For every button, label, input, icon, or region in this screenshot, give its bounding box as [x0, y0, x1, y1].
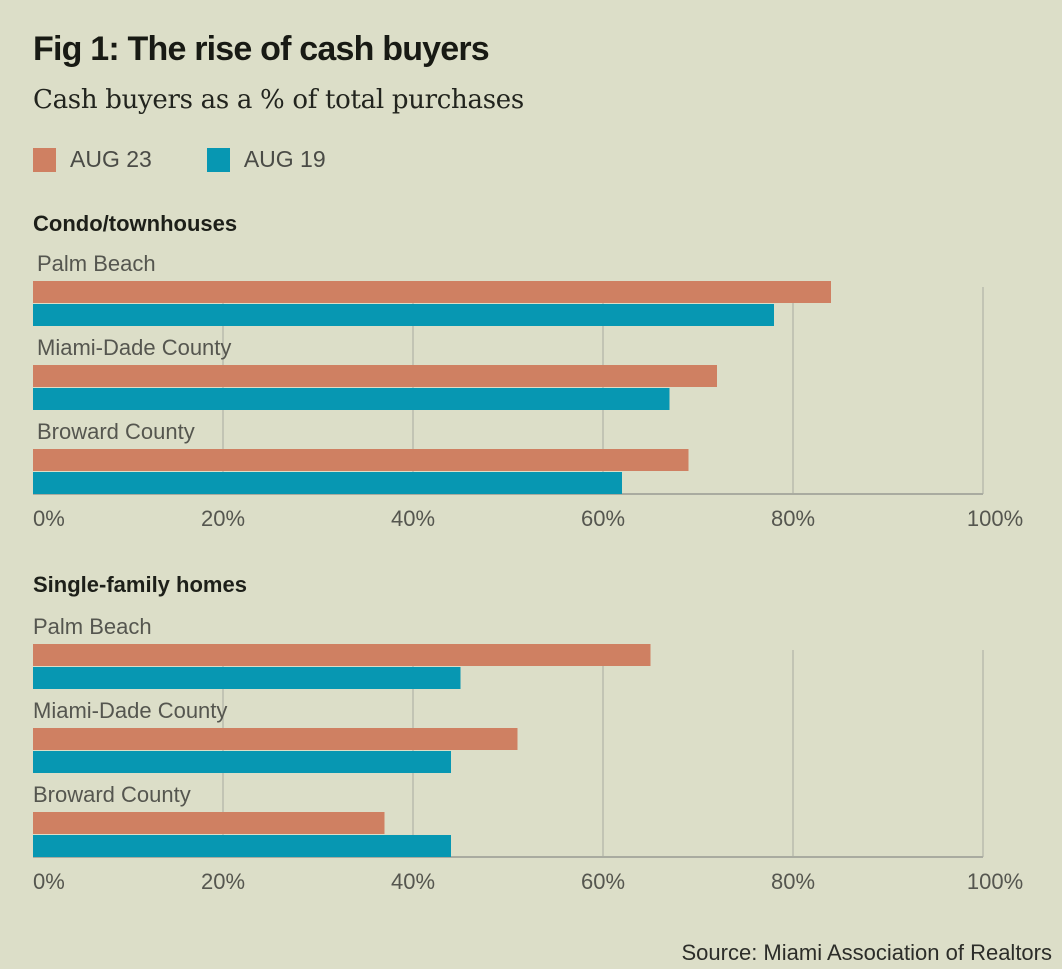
x-tick-label: 80% [771, 869, 815, 894]
x-tick-label: 20% [201, 506, 245, 531]
condo-bar-chart: 0% 20% 40% 60% 80% 100% Palm Beach Miami-Dade C… [33, 251, 1023, 531]
category-label-broward-county: Broward County [37, 419, 195, 444]
x-tick-label: 40% [391, 869, 435, 894]
x-tick-label: 40% [391, 506, 435, 531]
legend-label: AUG 19 [243, 146, 326, 172]
bar-miami-dade-county-aug-19 [33, 751, 451, 773]
legend: AUG 23 AUG 19 [33, 146, 381, 173]
chart-title: Fig 1: The rise of cash buyers [33, 30, 490, 68]
x-tick-label: 60% [581, 506, 625, 531]
bar-palm-beach-aug-19 [33, 304, 774, 326]
legend-label: AUG 23 [70, 146, 152, 172]
bar-miami-dade-county-aug-23 [33, 728, 518, 750]
category-label-palm-beach: Palm Beach [37, 251, 156, 276]
bar-broward-county-aug-19 [33, 472, 622, 494]
bar-palm-beach-aug-23 [33, 281, 831, 303]
x-tick-label: 60% [581, 869, 625, 894]
category-label-broward-county: Broward County [33, 782, 191, 807]
panel-title-single-family: Single-family homes [33, 572, 247, 597]
category-label-palm-beach: Palm Beach [33, 614, 152, 639]
legend-item-aug-19: AUG 19 [206, 146, 326, 173]
category-label-miami-dade-county: Miami-Dade County [37, 335, 231, 360]
bar-palm-beach-aug-23 [33, 644, 651, 666]
legend-swatch-aug-23 [33, 147, 56, 172]
single-family-bar-chart: 0% 20% 40% 60% 80% 100% Palm Beach Miami-Dade C… [33, 614, 1023, 894]
bar-miami-dade-county-aug-19 [33, 388, 670, 410]
legend-item-aug-23: AUG 23 [33, 146, 152, 173]
category-label-miami-dade-county: Miami-Dade County [33, 698, 227, 723]
source-note: Source: Miami Association of Realtors [681, 940, 1053, 965]
x-tick-label: 100% [967, 869, 1023, 894]
chart-subtitle: Cash buyers as a % of total purchases [33, 85, 524, 115]
x-tick-label: 20% [201, 869, 245, 894]
bar-broward-county-aug-19 [33, 835, 451, 857]
x-tick-label: 0% [33, 506, 65, 531]
bar-miami-dade-county-aug-23 [33, 365, 717, 387]
bar-broward-county-aug-23 [33, 812, 385, 834]
panel-title-condo: Condo/townhouses [33, 211, 238, 236]
x-tick-label: 80% [771, 506, 815, 531]
bar-palm-beach-aug-19 [33, 667, 461, 689]
x-tick-label: 100% [967, 506, 1023, 531]
x-tick-label: 0% [33, 869, 65, 894]
bar-broward-county-aug-23 [33, 449, 689, 471]
legend-swatch-aug-19 [206, 147, 230, 172]
